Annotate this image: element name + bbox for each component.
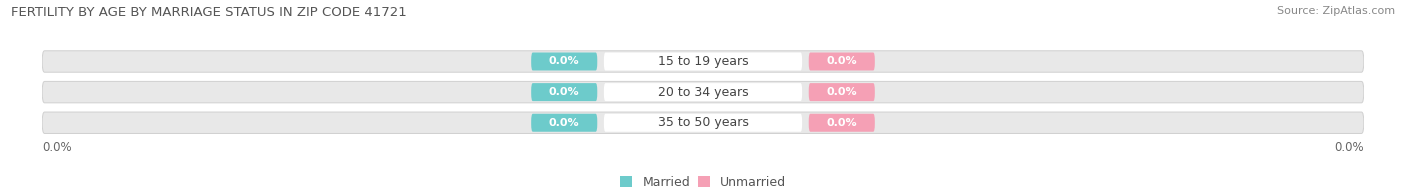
FancyBboxPatch shape (605, 53, 801, 71)
Text: 20 to 34 years: 20 to 34 years (658, 86, 748, 99)
Text: 0.0%: 0.0% (548, 87, 579, 97)
FancyBboxPatch shape (42, 81, 1364, 103)
FancyBboxPatch shape (531, 83, 598, 101)
Text: 0.0%: 0.0% (827, 87, 858, 97)
Text: 0.0%: 0.0% (827, 118, 858, 128)
FancyBboxPatch shape (605, 114, 801, 132)
Text: 15 to 19 years: 15 to 19 years (658, 55, 748, 68)
FancyBboxPatch shape (42, 112, 1364, 133)
FancyBboxPatch shape (605, 83, 801, 101)
Text: 0.0%: 0.0% (1334, 141, 1364, 153)
Text: 35 to 50 years: 35 to 50 years (658, 116, 748, 129)
Text: 0.0%: 0.0% (827, 56, 858, 66)
Legend: Married, Unmarried: Married, Unmarried (620, 176, 786, 189)
Text: 0.0%: 0.0% (548, 56, 579, 66)
FancyBboxPatch shape (808, 83, 875, 101)
FancyBboxPatch shape (808, 114, 875, 132)
Text: 0.0%: 0.0% (548, 118, 579, 128)
FancyBboxPatch shape (808, 53, 875, 71)
FancyBboxPatch shape (42, 51, 1364, 72)
Text: FERTILITY BY AGE BY MARRIAGE STATUS IN ZIP CODE 41721: FERTILITY BY AGE BY MARRIAGE STATUS IN Z… (11, 6, 406, 19)
Text: Source: ZipAtlas.com: Source: ZipAtlas.com (1277, 6, 1395, 16)
FancyBboxPatch shape (531, 114, 598, 132)
Text: 0.0%: 0.0% (42, 141, 72, 153)
FancyBboxPatch shape (531, 53, 598, 71)
